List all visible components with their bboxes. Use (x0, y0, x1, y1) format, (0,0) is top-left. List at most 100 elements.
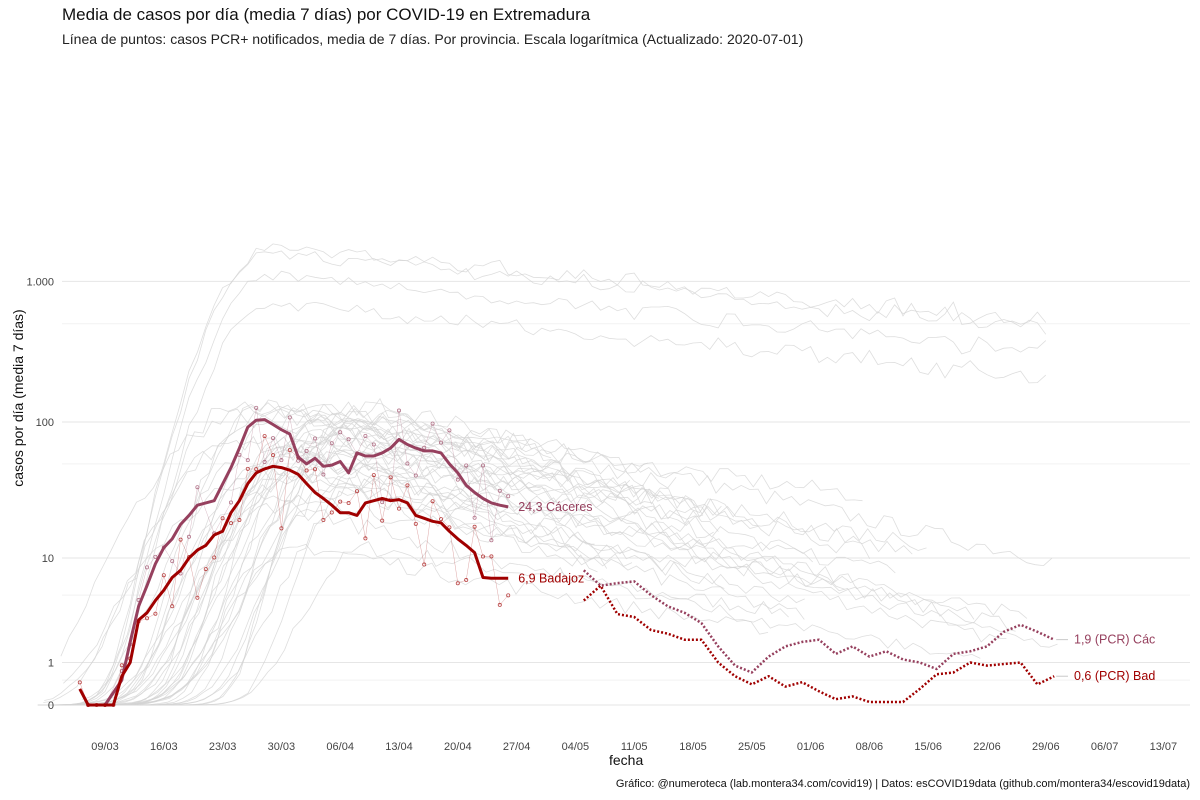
daily-point (312, 436, 317, 441)
daily-point (430, 421, 435, 426)
series-line-0 (88, 418, 509, 707)
background-region-line (72, 476, 896, 706)
x-tick-label: 25/05 (738, 741, 766, 753)
background-region-line (37, 243, 1047, 706)
series-line-1 (78, 464, 509, 707)
daily-point (195, 485, 200, 490)
daily-point (119, 663, 124, 668)
daily-point (480, 463, 485, 468)
end-label: 0,6 (PCR) Bad (1074, 669, 1155, 683)
chart-subtitle: Línea de puntos: casos PCR+ notificados,… (62, 31, 804, 47)
background-region-line (82, 432, 1007, 706)
end-label: 6,9 Badajoz (518, 571, 584, 585)
daily-point (413, 473, 418, 478)
background-region-line (80, 412, 913, 706)
x-tick-label: 20/04 (444, 741, 472, 753)
background-region-line (68, 425, 557, 706)
daily-connector-line (88, 407, 509, 706)
daily-point (77, 680, 82, 685)
daily-point (338, 430, 343, 435)
daily-point (262, 460, 267, 465)
x-axis-ticks: 09/03 16/03 23/03 30/03 06/04 13/04 20/04 27/04… (91, 741, 1177, 753)
background-region-line (43, 435, 498, 703)
daily-point (363, 536, 368, 541)
y-axis-label: casos por día (media 7 días) (10, 309, 26, 487)
daily-point (497, 488, 502, 493)
daily-point (270, 436, 275, 441)
daily-point (438, 440, 443, 445)
x-tick-label: 09/03 (91, 741, 119, 753)
background-region-line (52, 453, 725, 706)
daily-point (464, 463, 469, 468)
y-tick-label: 100 (36, 417, 54, 429)
x-tick-label: 23/03 (209, 741, 237, 753)
background-series (37, 243, 1058, 706)
daily-point (304, 448, 309, 453)
x-tick-label: 04/05 (562, 741, 590, 753)
daily-point (346, 437, 351, 442)
daily-point (153, 611, 158, 616)
daily-point (354, 489, 359, 494)
background-region-line (56, 501, 981, 706)
x-tick-label: 27/04 (503, 741, 531, 753)
daily-point (422, 562, 427, 567)
daily-point (438, 517, 443, 522)
background-region-line (63, 487, 845, 684)
x-tick-label: 06/07 (1091, 741, 1119, 753)
daily-point (380, 518, 385, 523)
daily-point (178, 537, 183, 542)
background-region-line (60, 408, 515, 657)
x-tick-label: 13/04 (385, 741, 413, 753)
daily-point (405, 461, 410, 466)
daily-point (447, 525, 452, 530)
background-region-line (37, 250, 1047, 706)
daily-point (489, 554, 494, 559)
x-tick-label: 29/06 (1032, 741, 1060, 753)
x-tick-label: 15/06 (914, 741, 942, 753)
daily-point (338, 499, 343, 504)
daily-point (245, 458, 250, 463)
daily-point (480, 554, 485, 559)
x-tick-label: 01/06 (797, 741, 825, 753)
y-tick-label: 1 (48, 657, 54, 669)
daily-point (380, 500, 385, 505)
daily-point (245, 466, 250, 471)
y-tick-label: 0 (48, 700, 54, 712)
x-tick-label: 08/06 (856, 741, 884, 753)
daily-point (321, 472, 326, 477)
series-lines (78, 418, 1055, 707)
background-region-line (79, 401, 677, 706)
daily-connector-line (79, 435, 509, 706)
daily-point (329, 441, 334, 446)
background-region-line (82, 437, 595, 700)
daily-point (371, 473, 376, 478)
daily-point (195, 595, 200, 600)
x-tick-label: 22/06 (973, 741, 1001, 753)
daily-point (455, 477, 460, 482)
daily-point (212, 555, 217, 560)
daily-point (220, 516, 225, 521)
chart-caption: Gráfico: @numeroteca (lab.montera34.com/… (615, 778, 1190, 790)
background-region-line (57, 443, 722, 706)
daily-point (144, 565, 149, 570)
daily-point (153, 554, 158, 559)
x-tick-label: 16/03 (150, 741, 178, 753)
background-region-line (63, 403, 552, 706)
daily-point (144, 616, 149, 621)
daily-point (237, 518, 242, 523)
daily-point (254, 405, 259, 410)
daily-point (170, 604, 175, 609)
daily-point (506, 494, 511, 499)
daily-point (388, 475, 393, 480)
y-tick-label: 1.000 (26, 276, 54, 288)
daily-point (430, 499, 435, 504)
background-region-line (45, 474, 482, 706)
x-axis-label: fecha (609, 752, 644, 768)
end-label: 24,3 Cáceres (518, 500, 592, 514)
daily-point (170, 559, 175, 564)
daily-point (161, 573, 166, 578)
daily-point (312, 467, 317, 472)
daily-point (279, 526, 284, 531)
daily-point (254, 467, 259, 472)
